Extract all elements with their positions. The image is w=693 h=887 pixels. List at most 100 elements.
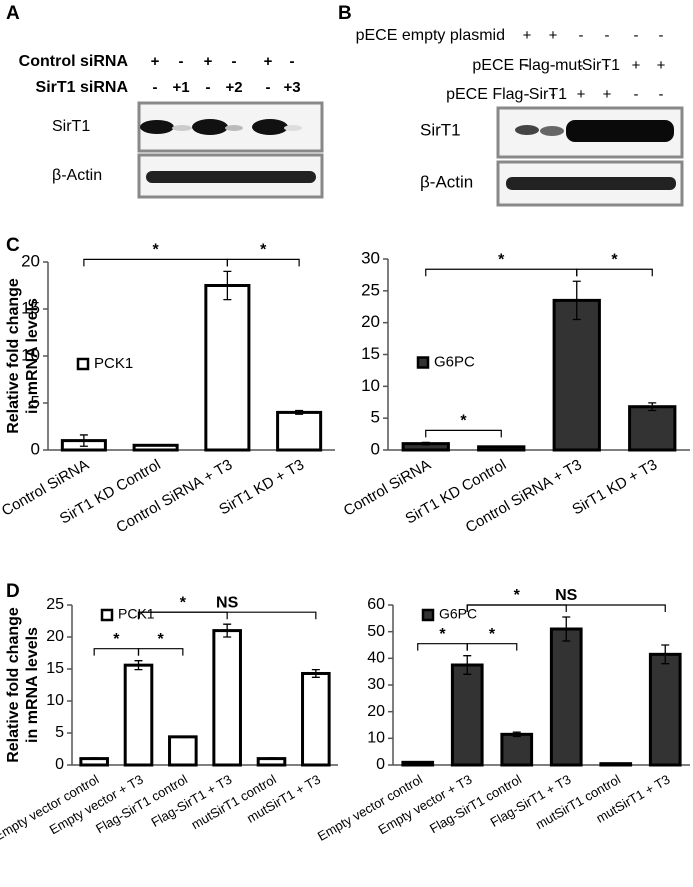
y-tick-label: 15	[361, 344, 380, 363]
band-label: SirT1	[52, 118, 90, 135]
significance-label: *	[514, 587, 521, 604]
legend-label: PCK1	[94, 355, 133, 372]
significance-bracket	[425, 429, 502, 438]
condition-mark: +	[577, 86, 586, 103]
condition-mark: +	[264, 53, 273, 70]
error-bar	[512, 731, 521, 738]
condition-mark: +	[151, 53, 160, 70]
condition-mark: -	[605, 27, 610, 44]
condition-mark: +1	[172, 79, 189, 96]
bar	[500, 732, 534, 767]
error-bar	[134, 660, 143, 671]
significance-bracket	[137, 611, 317, 620]
y-tick-label: 0	[31, 439, 40, 458]
condition-label: pECE Flag-SirT1	[446, 86, 567, 103]
band-label: β-Actin	[420, 172, 473, 191]
y-tick-label: 60	[367, 596, 385, 613]
error-bar	[413, 761, 422, 764]
bar	[276, 410, 323, 452]
condition-mark: -	[290, 53, 295, 70]
legend-swatch	[421, 608, 435, 622]
band-label: SirT1	[420, 120, 461, 139]
error-bar	[311, 668, 320, 678]
error-bar	[267, 757, 276, 760]
significance-label: NS	[216, 594, 239, 611]
y-tick-label: 50	[367, 623, 385, 640]
condition-mark: -	[579, 57, 584, 74]
blot-a-image	[137, 101, 324, 199]
y-tick-label: 10	[367, 730, 385, 747]
condition-mark: -	[525, 57, 530, 74]
condition-mark: +	[549, 27, 558, 44]
significance-bracket	[226, 258, 300, 267]
legend-swatch	[100, 608, 114, 622]
condition-label: SirT1 siRNA	[36, 79, 129, 96]
y-tick-label: 25	[46, 596, 64, 613]
significance-bracket	[576, 268, 653, 277]
condition-mark: -	[266, 79, 271, 96]
bar	[123, 663, 154, 767]
error-bar	[151, 444, 160, 447]
y-axis-label: Relative fold change	[5, 278, 22, 434]
condition-mark: -	[525, 86, 530, 103]
y-tick-label: 0	[376, 756, 385, 773]
significance-label: *	[489, 626, 496, 643]
condition-mark: -	[605, 57, 610, 74]
condition-label: Control siRNA	[19, 53, 129, 70]
condition-mark: -	[179, 53, 184, 70]
y-axis-label: Relative fold change	[5, 607, 22, 763]
condition-mark: +	[204, 53, 213, 70]
y-tick-label: 15	[46, 660, 64, 677]
legend-swatch	[76, 357, 90, 371]
error-bar	[79, 434, 88, 447]
error-bar	[295, 409, 304, 415]
significance-label: NS	[555, 587, 578, 604]
error-bar	[90, 757, 99, 760]
significance-label: *	[611, 252, 618, 269]
panel-label: A	[6, 3, 20, 24]
legend-label: G6PC	[439, 606, 477, 622]
error-bar	[421, 441, 430, 446]
significance-bracket	[466, 643, 518, 651]
y-tick-label: 5	[55, 724, 64, 741]
condition-mark: +3	[283, 79, 300, 96]
significance-label: *	[158, 631, 165, 648]
x-tick-label: mutSirT1 control	[533, 772, 623, 833]
x-tick-label: SirT1 KD + T3	[569, 456, 660, 518]
panel-label: B	[338, 3, 352, 24]
significance-label: *	[113, 631, 120, 648]
condition-mark: +2	[225, 79, 242, 96]
bar	[168, 735, 198, 767]
significance-bracket	[93, 648, 140, 656]
condition-mark: -	[659, 86, 664, 103]
bar	[628, 405, 677, 452]
significance-bracket	[466, 604, 567, 612]
condition-mark: -	[153, 79, 158, 96]
error-bar	[648, 402, 657, 412]
significance-label: *	[153, 242, 160, 259]
y-tick-label: 10	[46, 692, 64, 709]
bar	[552, 298, 601, 452]
condition-label: pECE empty plasmid	[356, 27, 505, 44]
legend-label: PCK1	[118, 606, 155, 622]
error-bar	[572, 280, 581, 321]
bar	[648, 652, 682, 767]
condition-mark: -	[206, 79, 211, 96]
bar	[212, 629, 242, 767]
y-tick-label: 40	[367, 650, 385, 667]
bar	[204, 284, 251, 452]
significance-bracket	[417, 643, 468, 651]
y-tick-label: 20	[46, 628, 64, 645]
error-bar	[611, 762, 620, 765]
condition-mark: -	[551, 57, 556, 74]
y-tick-label: 30	[361, 248, 380, 267]
condition-mark: +	[523, 27, 532, 44]
error-bar	[178, 735, 187, 739]
x-tick-label: Control SiRNA + T3	[113, 456, 235, 536]
y-tick-label: 0	[371, 439, 380, 458]
error-bar	[223, 270, 232, 301]
condition-mark: -	[659, 27, 664, 44]
condition-mark: -	[634, 27, 639, 44]
significance-bracket	[425, 268, 578, 277]
